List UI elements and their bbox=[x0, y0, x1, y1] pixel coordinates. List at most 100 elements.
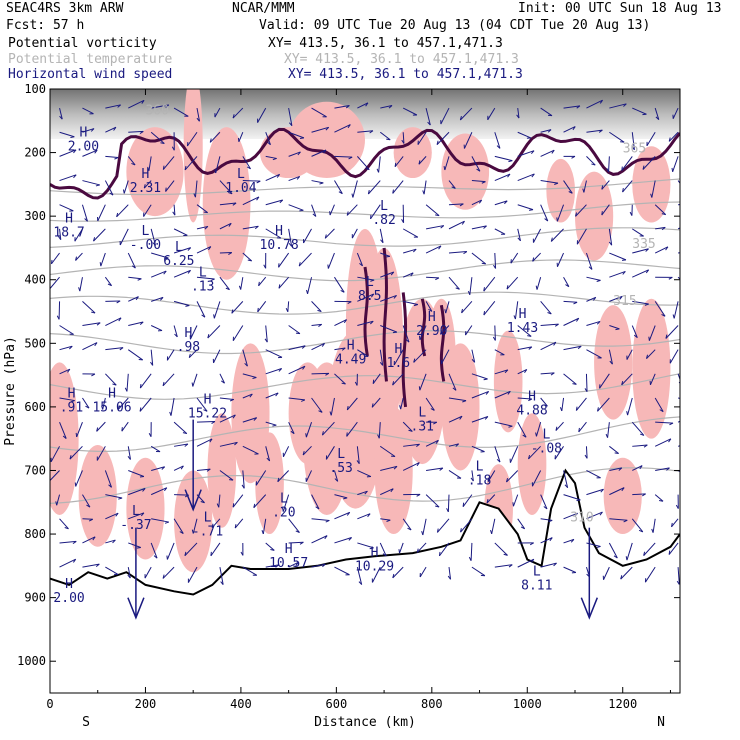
wind-vector-head bbox=[572, 383, 577, 385]
wind-vector-head bbox=[600, 488, 604, 493]
wind-vector bbox=[324, 228, 335, 239]
wind-vector-head bbox=[252, 377, 257, 379]
wind-vector bbox=[334, 373, 346, 385]
wind-vector-head bbox=[655, 116, 660, 120]
wind-vector bbox=[288, 397, 305, 401]
wind-vector-head bbox=[139, 475, 144, 478]
wind-vector bbox=[59, 204, 74, 212]
wind-vector bbox=[334, 319, 347, 326]
wind-vector bbox=[255, 470, 267, 486]
wind-vector bbox=[288, 345, 306, 351]
wind-vector-head bbox=[584, 454, 588, 459]
wind-vector bbox=[173, 465, 184, 471]
wind-vector bbox=[232, 107, 244, 119]
wind-vector bbox=[128, 542, 141, 548]
wind-vector bbox=[288, 541, 304, 544]
wind-vector-head bbox=[435, 277, 440, 281]
wind-vector bbox=[105, 512, 119, 520]
wind-vector bbox=[378, 422, 381, 439]
wind-vector-head bbox=[148, 433, 152, 437]
init-time: Init: 00 UTC Sun 18 Aug 13 bbox=[518, 1, 722, 16]
wind-vector-head bbox=[180, 465, 184, 470]
wind-vector-head bbox=[324, 234, 327, 239]
wind-vector bbox=[127, 156, 136, 166]
theta-contour bbox=[50, 259, 680, 282]
wind-vector-head bbox=[253, 503, 256, 508]
wind-vector bbox=[672, 107, 679, 119]
wind-vector bbox=[196, 225, 209, 230]
wind-vector bbox=[265, 173, 280, 182]
extremum-mark: L bbox=[280, 491, 288, 506]
wind-vector bbox=[608, 542, 618, 559]
wind-vector-head bbox=[608, 241, 613, 246]
wind-vector bbox=[351, 228, 358, 239]
wind-vector bbox=[127, 567, 131, 579]
wind-vector bbox=[242, 349, 248, 367]
wind-vector bbox=[380, 465, 398, 471]
wind-vector-head bbox=[666, 467, 670, 471]
wind-vector-head bbox=[62, 435, 67, 439]
wind-vector-head bbox=[484, 416, 489, 420]
wind-vector bbox=[76, 421, 83, 438]
wind-vector bbox=[265, 421, 277, 426]
extremum-value: .18 bbox=[468, 473, 491, 488]
wind-vector bbox=[311, 107, 327, 118]
wind-vector-head bbox=[338, 191, 343, 195]
wind-vector-head bbox=[191, 529, 194, 534]
wind-vector-head bbox=[401, 218, 405, 223]
wind-vector-head bbox=[370, 293, 375, 298]
wind-vector bbox=[654, 246, 669, 254]
wind-vector-head bbox=[69, 455, 72, 460]
wind-vector bbox=[585, 446, 588, 459]
extremum-value: -.37 bbox=[120, 518, 151, 533]
wind-vector bbox=[378, 156, 381, 173]
wind-vector bbox=[242, 252, 253, 262]
wind-vector-head bbox=[73, 174, 77, 179]
wind-vector-head bbox=[95, 563, 100, 568]
wind-vector-head bbox=[96, 427, 99, 432]
wind-vector-head bbox=[543, 404, 548, 407]
wind-vector-head bbox=[642, 493, 646, 497]
extremum-value: -.00 bbox=[130, 238, 161, 253]
wind-vector bbox=[448, 220, 465, 230]
wind-vector-head bbox=[470, 477, 474, 482]
wind-vector-head bbox=[276, 174, 281, 178]
wind-vector bbox=[173, 247, 191, 254]
wind-vector-head bbox=[386, 138, 391, 141]
wind-vector-head bbox=[347, 124, 351, 129]
wind-vector bbox=[82, 397, 90, 409]
wind-vector bbox=[632, 269, 649, 278]
wind-vector bbox=[563, 300, 578, 303]
wind-vector bbox=[265, 325, 268, 343]
wind-vector-head bbox=[302, 450, 305, 456]
wind-vector-head bbox=[591, 163, 596, 166]
wind-vector-head bbox=[688, 223, 690, 226]
wind-vector-head bbox=[127, 597, 145, 620]
wind-vector bbox=[311, 342, 325, 351]
wind-vector-head bbox=[169, 411, 172, 416]
wind-vector bbox=[646, 131, 656, 147]
wind-vector-head bbox=[461, 220, 465, 225]
wind-vector-head bbox=[626, 411, 629, 416]
x-tick-label: 400 bbox=[230, 697, 252, 711]
wind-vector-head bbox=[438, 245, 442, 250]
wind-vector bbox=[219, 414, 236, 423]
wind-vector bbox=[586, 488, 604, 496]
wind-vector bbox=[150, 445, 161, 453]
wind-vector-head bbox=[550, 237, 553, 242]
wind-vector bbox=[654, 494, 664, 502]
terrain-fill bbox=[50, 470, 680, 693]
wind-vector bbox=[379, 349, 384, 366]
wind-vector bbox=[441, 349, 450, 365]
wind-vector bbox=[494, 446, 501, 463]
wind-vector bbox=[460, 518, 473, 533]
wind-vector-head bbox=[340, 289, 345, 293]
wind-vector bbox=[357, 470, 372, 478]
wind-vector bbox=[187, 566, 198, 583]
wind-vector-head bbox=[496, 145, 501, 149]
wind-vector-head bbox=[193, 193, 196, 198]
wind-vector bbox=[51, 252, 60, 265]
wind-vector bbox=[334, 276, 345, 293]
wind-vector bbox=[540, 323, 559, 327]
wind-vector-head bbox=[365, 102, 369, 107]
